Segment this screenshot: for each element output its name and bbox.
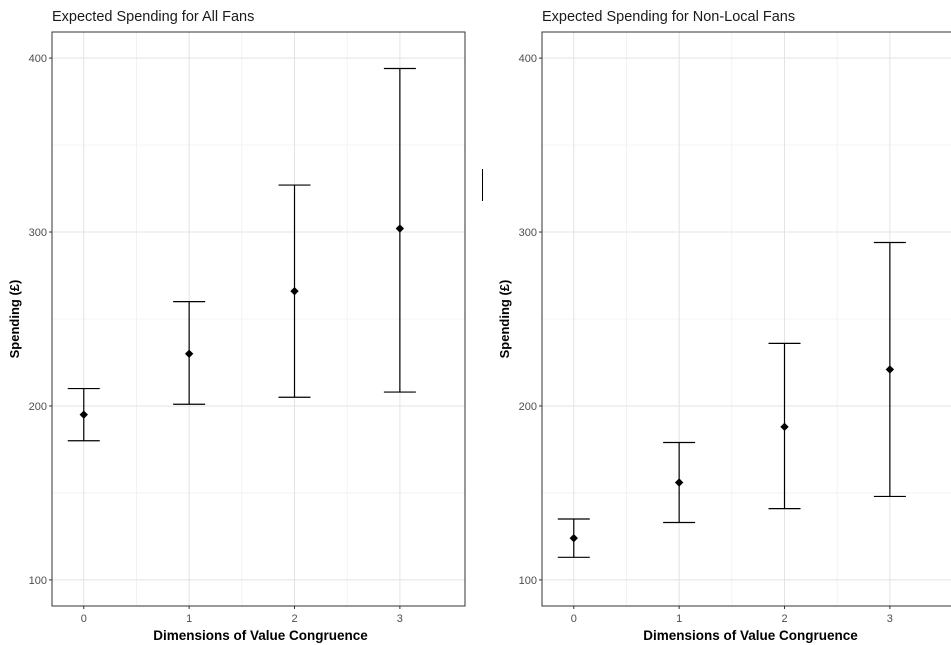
plot-border xyxy=(541,31,951,607)
y-tick-label: 300 xyxy=(519,227,537,239)
divider-line xyxy=(482,169,483,201)
x-tick-label: 0 xyxy=(81,613,87,625)
data-point-diamond xyxy=(569,533,578,543)
y-tick-label: 200 xyxy=(29,401,47,413)
plot-border xyxy=(51,31,466,607)
x-axis-title: Dimensions of Value Congruence xyxy=(153,628,368,643)
x-tick-label: 3 xyxy=(397,613,403,625)
x-tick-label: 3 xyxy=(887,613,893,625)
y-axis-title: Spending (£) xyxy=(7,280,22,359)
y-tick-label: 400 xyxy=(519,53,537,65)
chart-panel-non-local-fans: Expected Spending for Non-Local Fans 100… xyxy=(490,0,951,645)
x-tick-label: 0 xyxy=(571,613,577,625)
x-tick-label: 1 xyxy=(186,613,192,625)
data-point-diamond xyxy=(184,349,194,358)
data-point-diamond xyxy=(79,410,88,419)
x-tick-label: 2 xyxy=(781,613,787,625)
chart-title: Expected Spending for All Fans xyxy=(52,9,255,25)
x-axis-title: Dimensions of Value Congruence xyxy=(643,628,858,643)
data-point-diamond xyxy=(885,365,895,374)
y-tick-label: 100 xyxy=(519,575,537,587)
y-tick-label: 300 xyxy=(29,227,47,239)
data-point-diamond xyxy=(780,422,789,432)
x-tick-label: 2 xyxy=(291,613,297,625)
y-axis-title: Spending (£) xyxy=(497,280,512,359)
y-tick-label: 200 xyxy=(519,401,537,413)
chart-svg-all-fans: 100 200 300 400 0 1 2 3 Dimensions of Value Cong… xyxy=(7,31,466,643)
y-tick-label: 400 xyxy=(29,53,47,65)
y-tick-label: 100 xyxy=(29,575,47,587)
chart-title: Expected Spending for Non-Local Fans xyxy=(542,9,796,25)
data-point-diamond xyxy=(290,286,299,296)
chart-svg-non-local-fans: 100 200 300 400 0 1 2 3 Dimensions of Value Cong… xyxy=(497,31,951,643)
chart-panel-all-fans: Expected Spending for All Fans 100 200 300… xyxy=(7,9,466,643)
data-point-diamond xyxy=(395,224,405,233)
x-tick-label: 1 xyxy=(676,613,682,625)
